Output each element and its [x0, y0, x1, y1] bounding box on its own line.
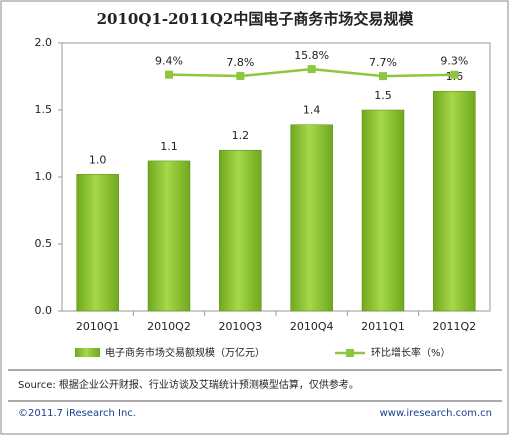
source: Source: 根据企业公开财报、行业访谈及艾瑞统计预测模型估算，仅供参考。: [18, 378, 359, 391]
copyright: ©2011.7 iResearch Inc.: [18, 408, 136, 419]
bar: [290, 124, 333, 312]
data-label: 1.5: [374, 89, 392, 102]
bar: [76, 174, 119, 312]
website: www.iresearch.com.cn: [380, 408, 492, 419]
bar: [219, 149, 262, 312]
x-tick-label: 2011Q1: [361, 320, 405, 333]
legend-label: 环比增长率（%）: [371, 346, 451, 359]
y-tick-label: 0.0: [35, 304, 53, 317]
legend-swatch: [346, 349, 354, 357]
bar: [433, 90, 476, 312]
line-marker: [165, 70, 173, 79]
line-marker: [379, 72, 387, 81]
x-tick-label: 2010Q3: [219, 320, 263, 333]
data-label: 7.8%: [226, 56, 254, 69]
x-tick-label: 2010Q1: [76, 320, 120, 333]
line-marker: [236, 72, 245, 81]
data-label: 15.8%: [294, 49, 329, 62]
x-tick-label: 2010Q4: [290, 320, 334, 333]
data-label: 9.3%: [440, 55, 468, 68]
data-label: 9.4%: [155, 55, 183, 68]
line-marker: [307, 65, 316, 74]
bar: [147, 160, 191, 312]
data-label: 7.7%: [369, 56, 397, 69]
line-marker: [450, 70, 459, 79]
legend-label: 电子商务市场交易额规模（万亿元）: [105, 346, 265, 359]
data-label: 1.2: [232, 129, 250, 142]
y-tick-label: 1.0: [35, 170, 53, 183]
chart-title: 2010Q1-2011Q2中国电子商务市场交易规模: [97, 10, 415, 28]
bar: [361, 109, 405, 312]
x-tick-label: 2010Q2: [147, 320, 191, 333]
data-label: 1.0: [89, 153, 107, 166]
y-tick-label: 1.5: [35, 103, 53, 116]
data-label: 1.1: [160, 140, 178, 153]
y-tick-label: 2.0: [35, 36, 53, 49]
legend-swatch: [75, 348, 100, 357]
data-label: 1.4: [303, 104, 321, 117]
y-tick-label: 0.5: [35, 237, 53, 250]
x-tick-label: 2011Q2: [433, 320, 477, 333]
